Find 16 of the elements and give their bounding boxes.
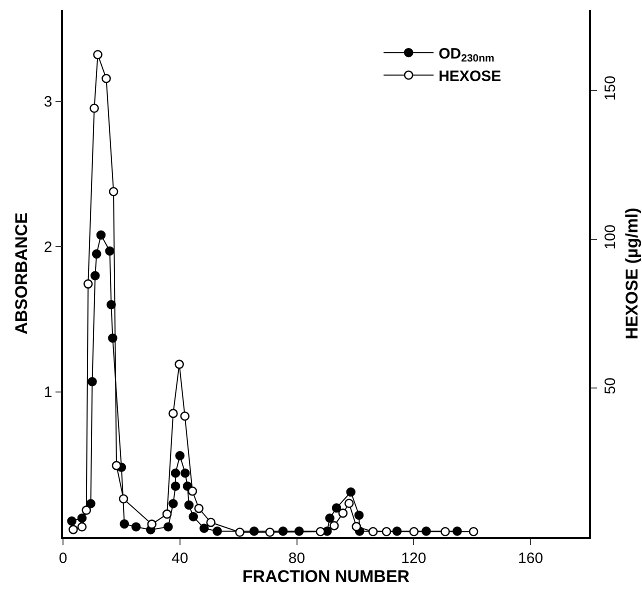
y2-tick-label: 100 bbox=[602, 224, 619, 250]
x-tick-label: 160 bbox=[518, 550, 544, 567]
x-axis-title: FRACTION NUMBER bbox=[242, 567, 410, 586]
legend-label: HEXOSE bbox=[438, 68, 502, 85]
y2-tick-label: 150 bbox=[602, 76, 619, 101]
x-tick-label: 0 bbox=[58, 550, 68, 567]
y2-axis-title: HEXOSE (µg/ml) bbox=[622, 208, 642, 340]
x-tick-label: 120 bbox=[401, 550, 426, 567]
x-tick-label: 40 bbox=[172, 550, 188, 567]
y2-tick-label: 50 bbox=[602, 378, 619, 394]
y-tick-label: 2 bbox=[44, 238, 52, 256]
y-axis-title: ABSORBANCE bbox=[12, 212, 31, 334]
x-tick-label: 80 bbox=[288, 550, 306, 567]
y-tick-label: 1 bbox=[44, 384, 52, 402]
legend-label: OD$_{230nm}$ bbox=[438, 45, 494, 65]
y-tick-label: 3 bbox=[44, 94, 52, 111]
